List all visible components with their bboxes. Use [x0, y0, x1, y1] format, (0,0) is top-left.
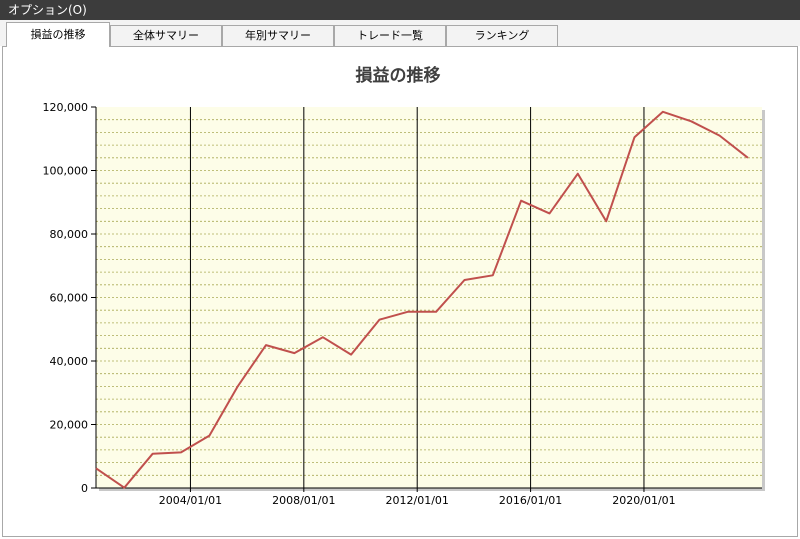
y-tick-label: 40,000	[50, 355, 89, 368]
y-tick-label: 100,000	[43, 165, 89, 178]
x-tick-label: 2004/01/01	[159, 494, 222, 507]
menu-bar: オプション(O)	[0, 0, 800, 20]
profit-line	[95, 110, 749, 489]
chart-panel: 損益の推移 2004/01/01 2008/01/01 2012/01/01 2016…	[2, 46, 798, 537]
tab-ranking[interactable]: ランキング	[446, 25, 558, 46]
tab-trade-list[interactable]: トレード一覧	[334, 25, 446, 46]
y-tick-label: 60,000	[50, 292, 89, 305]
x-tick-label: 2008/01/01	[272, 494, 335, 507]
y-tick-label: 80,000	[50, 228, 89, 241]
x-tick-label: 2016/01/01	[499, 494, 562, 507]
tab-overall-summary[interactable]: 全体サマリー	[110, 25, 222, 46]
tab-bar: 損益の推移 全体サマリー 年別サマリー トレード一覧 ランキング	[0, 20, 800, 47]
tab-profit-trend[interactable]: 損益の推移	[6, 22, 110, 47]
x-tick-label: 2020/01/01	[612, 494, 675, 507]
profit-chart: 損益の推移 2004/01/01 2008/01/01 2012/01/01 2016…	[43, 65, 765, 507]
y-tick-label: 20,000	[50, 419, 89, 432]
y-tick-label: 0	[81, 482, 88, 495]
y-tick-label: 120,000	[43, 101, 89, 114]
x-tick-label: 2012/01/01	[386, 494, 449, 507]
chart-title: 損益の推移	[356, 65, 441, 86]
options-menu[interactable]: オプション(O)	[8, 3, 87, 17]
tab-yearly-summary[interactable]: 年別サマリー	[222, 25, 334, 46]
